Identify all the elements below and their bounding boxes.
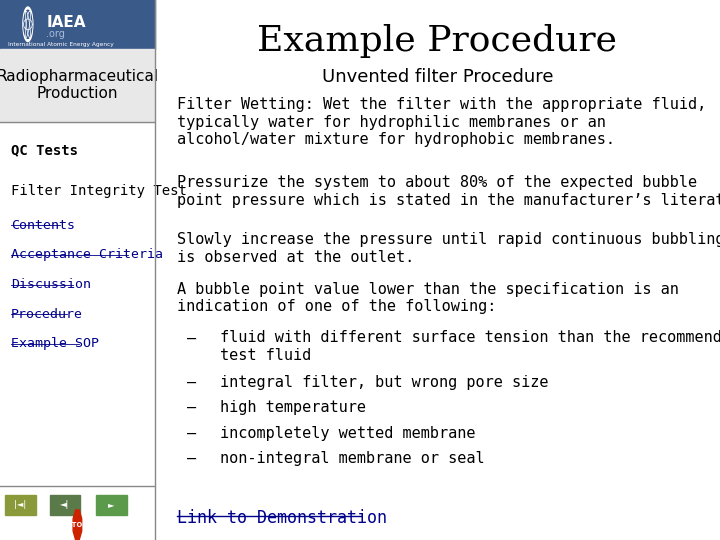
- Text: non-integral membrane or seal: non-integral membrane or seal: [220, 451, 485, 466]
- Text: Example SOP: Example SOP: [11, 338, 99, 350]
- Text: International Atomic Energy Agency: International Atomic Energy Agency: [8, 42, 114, 48]
- Text: Filter Integrity Test: Filter Integrity Test: [11, 184, 186, 198]
- Text: ►: ►: [108, 501, 114, 509]
- Bar: [96, 495, 127, 515]
- Text: Procedure: Procedure: [11, 308, 83, 321]
- Text: integral filter, but wrong pore size: integral filter, but wrong pore size: [220, 375, 549, 390]
- Polygon shape: [73, 510, 81, 540]
- Text: ◄|: ◄|: [60, 501, 70, 509]
- Text: Unvented filter Procedure: Unvented filter Procedure: [322, 68, 553, 85]
- Text: Link to Demonstration: Link to Demonstration: [177, 509, 387, 526]
- Text: Radiopharmaceutical
Production: Radiopharmaceutical Production: [0, 69, 158, 102]
- Text: Filter Wetting: Wet the filter with the appropriate fluid,
typically water for h: Filter Wetting: Wet the filter with the …: [177, 97, 706, 147]
- Text: Contents: Contents: [11, 219, 75, 232]
- Text: A bubble point value lower than the specification is an
indication of one of the: A bubble point value lower than the spec…: [177, 282, 679, 314]
- Text: Pressurize the system to about 80% of the expected bubble
point pressure which i: Pressurize the system to about 80% of th…: [177, 176, 720, 208]
- Text: Acceptance Criteria: Acceptance Criteria: [11, 248, 163, 261]
- Circle shape: [23, 7, 33, 42]
- Circle shape: [24, 10, 32, 38]
- Text: incompletely wetted membrane: incompletely wetted membrane: [220, 426, 475, 441]
- Bar: [4, 495, 35, 515]
- Text: Example Procedure: Example Procedure: [258, 24, 618, 58]
- Text: –: –: [187, 426, 196, 441]
- Text: –: –: [187, 330, 196, 346]
- Text: –: –: [187, 375, 196, 390]
- Text: .org: .org: [47, 29, 66, 39]
- Text: STOP: STOP: [68, 522, 87, 528]
- Text: high temperature: high temperature: [220, 400, 366, 415]
- Text: Discussion: Discussion: [11, 278, 91, 291]
- Text: Slowly increase the pressure until rapid continuous bubbling
is observed at the : Slowly increase the pressure until rapid…: [177, 232, 720, 265]
- Text: IAEA: IAEA: [47, 15, 86, 30]
- Text: |◄|: |◄|: [14, 501, 26, 509]
- Bar: [50, 495, 81, 515]
- Bar: [0, 49, 155, 122]
- Text: QC Tests: QC Tests: [11, 143, 78, 157]
- Text: –: –: [187, 451, 196, 466]
- Bar: [0, 0, 155, 49]
- Text: fluid with different surface tension than the recommended
test fluid: fluid with different surface tension tha…: [220, 330, 720, 363]
- Text: –: –: [187, 400, 196, 415]
